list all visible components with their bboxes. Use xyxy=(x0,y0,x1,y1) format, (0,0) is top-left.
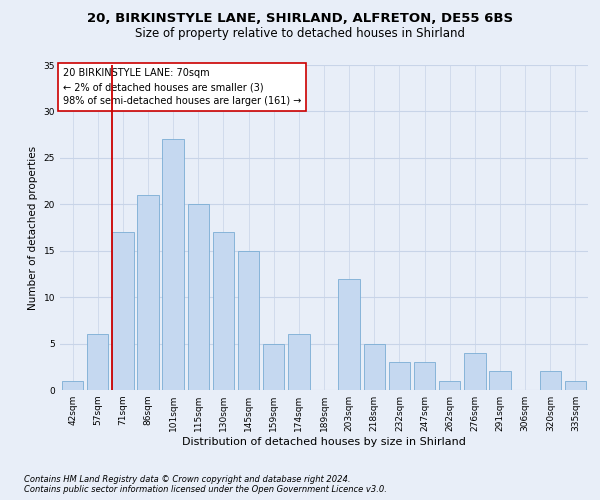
Bar xyxy=(288,334,310,390)
Bar xyxy=(490,372,511,390)
X-axis label: Distribution of detached houses by size in Shirland: Distribution of detached houses by size … xyxy=(182,437,466,447)
Bar xyxy=(62,380,83,390)
Bar xyxy=(439,380,460,390)
Text: Contains public sector information licensed under the Open Government Licence v3: Contains public sector information licen… xyxy=(24,486,387,494)
Bar xyxy=(188,204,209,390)
Text: 20 BIRKINSTYLE LANE: 70sqm
← 2% of detached houses are smaller (3)
98% of semi-d: 20 BIRKINSTYLE LANE: 70sqm ← 2% of detac… xyxy=(62,68,301,106)
Y-axis label: Number of detached properties: Number of detached properties xyxy=(28,146,38,310)
Bar xyxy=(87,334,109,390)
Bar xyxy=(213,232,234,390)
Bar xyxy=(238,250,259,390)
Bar xyxy=(414,362,435,390)
Bar xyxy=(263,344,284,390)
Text: 20, BIRKINSTYLE LANE, SHIRLAND, ALFRETON, DE55 6BS: 20, BIRKINSTYLE LANE, SHIRLAND, ALFRETON… xyxy=(87,12,513,26)
Bar xyxy=(539,372,561,390)
Bar xyxy=(137,195,158,390)
Bar xyxy=(464,353,485,390)
Bar xyxy=(112,232,134,390)
Bar xyxy=(163,140,184,390)
Bar xyxy=(389,362,410,390)
Bar xyxy=(364,344,385,390)
Text: Size of property relative to detached houses in Shirland: Size of property relative to detached ho… xyxy=(135,28,465,40)
Text: Contains HM Land Registry data © Crown copyright and database right 2024.: Contains HM Land Registry data © Crown c… xyxy=(24,476,350,484)
Bar xyxy=(338,278,360,390)
Bar xyxy=(565,380,586,390)
